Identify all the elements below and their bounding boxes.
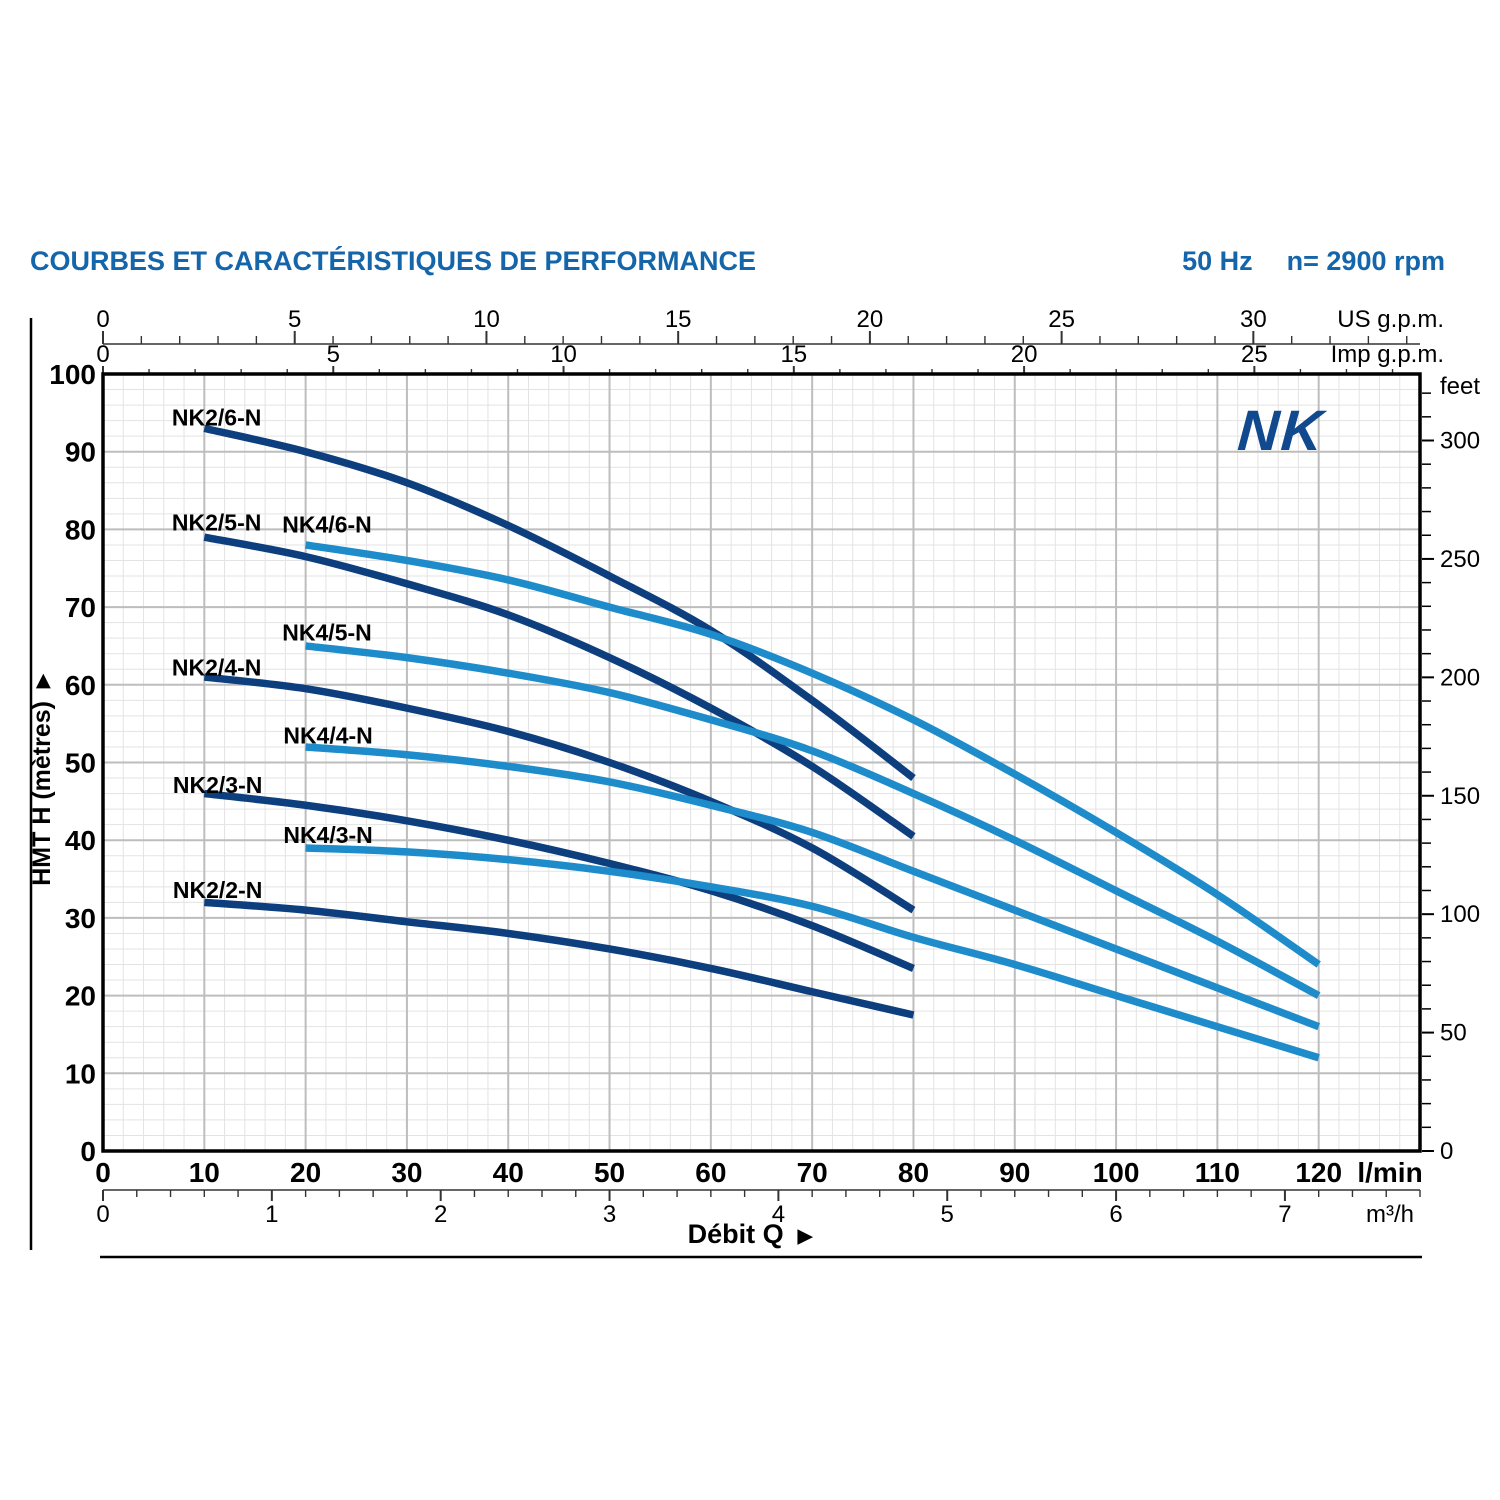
tick-label-lmin: 40 (493, 1157, 524, 1188)
tick-label-us-gpm: 20 (857, 306, 884, 333)
tick-label-us-gpm: 15 (665, 306, 692, 333)
axis-unit-m3h: m³/h (1366, 1201, 1414, 1228)
tick-label-m3h: 4 (772, 1201, 785, 1228)
curve-NK4/4-N (305, 743, 1321, 1031)
y-axis-title: HMT H (mètres) ▶ (28, 673, 56, 886)
tick-label-m3h: 7 (1278, 1201, 1291, 1228)
curve-label-NK2/2-N: NK2/2-N (173, 877, 262, 903)
tick-label-m3h: 2 (434, 1201, 447, 1228)
axis-unit-imp-gpm: Imp g.p.m. (1331, 341, 1444, 368)
nk-logo: NK (1235, 399, 1327, 463)
tick-label-m3h: 1 (265, 1201, 278, 1228)
tick-label-feet: 200 (1440, 664, 1480, 691)
curve-NK4/5-N (305, 642, 1321, 999)
curve-label-NK2/5-N: NK2/5-N (172, 509, 261, 535)
tick-label-metres: 40 (65, 825, 96, 856)
tick-label-feet: 300 (1440, 428, 1480, 455)
tick-label-m3h: 5 (941, 1201, 954, 1228)
tick-label-lmin: 80 (898, 1157, 929, 1188)
curve-NK4/3-N (305, 844, 1320, 1062)
tick-label-lmin: 20 (290, 1157, 321, 1188)
tick-label-m3h: 3 (603, 1201, 616, 1228)
axis-unit-lmin: l/min (1357, 1157, 1422, 1188)
tick-label-metres: 80 (65, 514, 96, 545)
tick-label-feet: 0 (1440, 1138, 1453, 1165)
curve-label-NK4/3-N: NK4/3-N (283, 822, 372, 848)
tick-label-us-gpm: 0 (96, 306, 109, 333)
page-title: COURBES ET CARACTÉRISTIQUES DE PERFORMAN… (30, 246, 757, 276)
tick-label-metres: 10 (65, 1058, 96, 1089)
tick-label-imp-gpm: 25 (1241, 341, 1268, 368)
frequency-value: 50 Hz (1182, 246, 1253, 276)
tick-label-metres: 20 (65, 981, 96, 1012)
speed-value: n= 2900 rpm (1286, 246, 1445, 276)
curve-label-NK2/3-N: NK2/3-N (173, 772, 262, 798)
curve-NK2/2-N (204, 898, 915, 1019)
frequency-speed-label: 50 Hz n= 2900 rpm (1182, 246, 1445, 277)
curve-label-NK2/4-N: NK2/4-N (172, 655, 261, 681)
tick-label-metres: 100 (49, 359, 96, 390)
tick-label-imp-gpm: 0 (96, 341, 109, 368)
tick-label-imp-gpm: 20 (1011, 341, 1038, 368)
tick-label-lmin: 70 (797, 1157, 828, 1188)
tick-label-lmin: 120 (1295, 1157, 1342, 1188)
tick-label-imp-gpm: 10 (550, 341, 577, 368)
tick-label-us-gpm: 30 (1240, 306, 1267, 333)
tick-label-metres: 0 (80, 1136, 96, 1167)
tick-label-feet: 100 (1440, 901, 1480, 928)
x-axis-title: Débit Q ▶ (688, 1219, 814, 1249)
tick-label-m3h: 6 (1109, 1201, 1122, 1228)
tick-label-metres: 30 (65, 903, 96, 934)
tick-label-metres: 70 (65, 592, 96, 623)
tick-label-metres: 90 (65, 437, 96, 468)
curve-NK2/3-N (203, 789, 915, 972)
tick-label-metres: 50 (65, 748, 96, 779)
tick-label-m3h: 0 (96, 1201, 109, 1228)
curve-label-NK4/5-N: NK4/5-N (282, 620, 371, 646)
tick-label-lmin: 10 (189, 1157, 220, 1188)
tick-label-lmin: 50 (594, 1157, 625, 1188)
curve-NK2/6-N (203, 424, 916, 782)
tick-label-metres: 60 (65, 670, 96, 701)
tick-label-imp-gpm: 5 (327, 341, 340, 368)
tick-label-lmin: 30 (391, 1157, 422, 1188)
curve-label-NK4/4-N: NK4/4-N (283, 722, 372, 748)
tick-label-us-gpm: 10 (473, 306, 500, 333)
curve-NK2/5-N (203, 533, 916, 840)
plot-frame (101, 372, 1422, 1153)
tick-label-lmin: 0 (95, 1157, 111, 1188)
axis-unit-feet: feet (1440, 373, 1480, 400)
tick-label-imp-gpm: 15 (780, 341, 807, 368)
axis-unit-us-gpm: US g.p.m. (1337, 306, 1444, 333)
tick-label-lmin: 90 (999, 1157, 1030, 1188)
tick-label-lmin: 60 (695, 1157, 726, 1188)
tick-label-lmin: 100 (1093, 1157, 1140, 1188)
tick-label-feet: 250 (1440, 546, 1480, 573)
tick-label-lmin: 110 (1195, 1157, 1240, 1188)
tick-label-us-gpm: 25 (1048, 306, 1075, 333)
curve-label-NK4/6-N: NK4/6-N (282, 512, 371, 538)
curve-NK4/6-N (305, 541, 1321, 968)
tick-label-feet: 50 (1440, 1020, 1467, 1047)
tick-label-us-gpm: 5 (288, 306, 301, 333)
tick-label-feet: 150 (1440, 783, 1480, 810)
curve-NK2/4-N (203, 673, 916, 914)
curve-label-NK2/6-N: NK2/6-N (172, 405, 261, 431)
